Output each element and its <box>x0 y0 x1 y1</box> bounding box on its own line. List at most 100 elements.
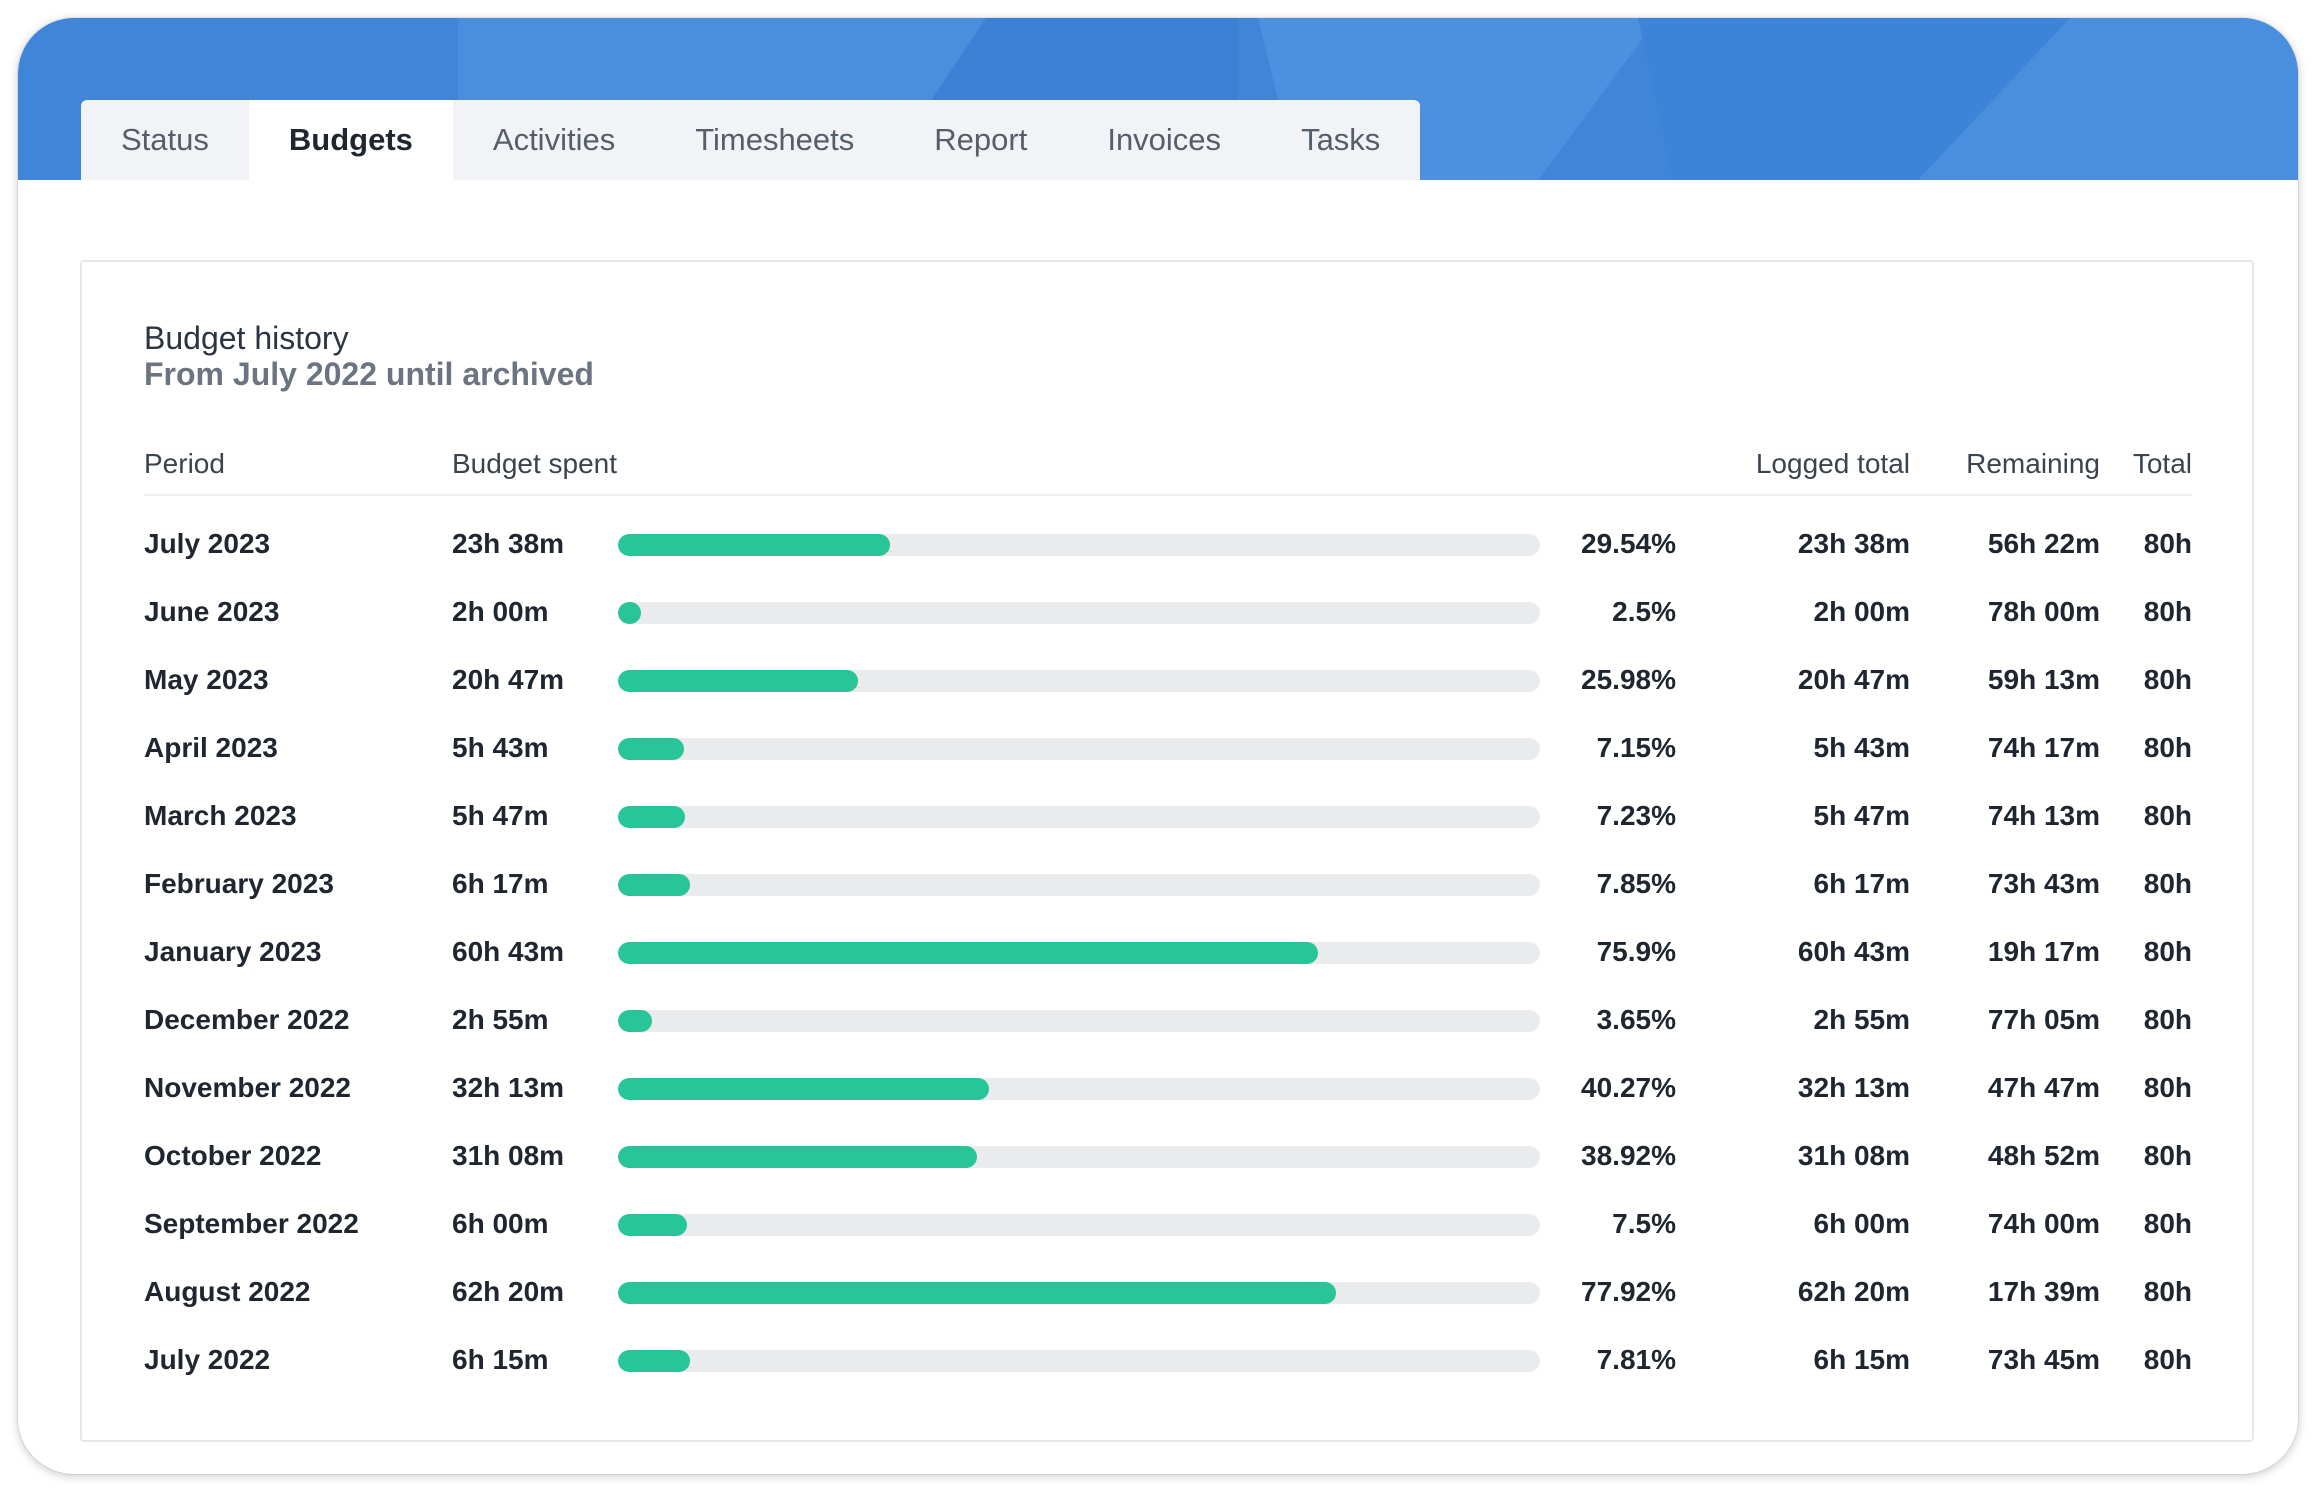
row-budget-spent: 60h 43m <box>452 936 565 967</box>
budget-progress-bar <box>618 1282 1540 1304</box>
row-budget-spent: 2h 55m <box>452 1004 549 1035</box>
table-row: November 2022 32h 13m 40.27% 32h 13m 47h 47m… <box>144 1054 2192 1122</box>
column-header-period: Period <box>144 448 225 479</box>
table-row: January 2023 60h 43m 75.9% 60h 43m 19h 17m 80… <box>144 918 2192 986</box>
tab-report[interactable]: Report <box>934 122 1028 157</box>
row-remaining: 74h 17m <box>1987 732 2100 763</box>
row-period: June 2023 <box>144 596 280 627</box>
tab-bar: Status Budgets Activities Timesheets Rep… <box>81 100 1421 180</box>
tab-activities[interactable]: Activities <box>492 122 616 157</box>
row-percent: 75.9% <box>1596 936 1676 967</box>
row-logged-total: 23h 38m <box>1797 528 1910 559</box>
table-row: September 2022 6h 00m 7.5% 6h 00m 74h 00m 80h <box>144 1190 2192 1258</box>
row-total: 80h <box>2143 596 2192 627</box>
row-total: 80h <box>2143 732 2192 763</box>
row-total: 80h <box>2143 1208 2192 1239</box>
budget-progress-fill <box>618 1350 690 1372</box>
row-remaining: 48h 52m <box>1987 1140 2100 1171</box>
budget-progress-fill <box>618 1146 977 1168</box>
row-percent: 7.5% <box>1612 1208 1676 1239</box>
budget-progress-bar <box>618 1146 1540 1168</box>
budget-progress-fill <box>618 1282 1337 1304</box>
row-period: November 2022 <box>144 1072 352 1103</box>
row-percent: 3.65% <box>1596 1004 1676 1035</box>
row-period: March 2023 <box>144 800 297 831</box>
budget-progress-bar <box>618 602 1540 624</box>
row-logged-total: 31h 08m <box>1797 1140 1910 1171</box>
tab-budgets[interactable]: Budgets <box>248 100 453 180</box>
row-budget-spent: 6h 15m <box>452 1344 549 1375</box>
tab-invoices[interactable]: Invoices <box>1107 122 1222 157</box>
row-total: 80h <box>2143 1140 2192 1171</box>
row-logged-total: 32h 13m <box>1797 1072 1910 1103</box>
row-total: 80h <box>2143 1072 2192 1103</box>
row-budget-spent: 5h 43m <box>452 732 549 763</box>
row-logged-total: 2h 55m <box>1813 1004 1911 1035</box>
row-budget-spent: 2h 00m <box>452 596 549 627</box>
row-total: 80h <box>2143 1344 2192 1375</box>
row-period: July 2023 <box>144 528 271 559</box>
row-remaining: 74h 13m <box>1987 800 2100 831</box>
row-budget-spent: 62h 20m <box>452 1276 565 1307</box>
tab-status[interactable]: Status <box>121 122 209 157</box>
budget-progress-fill <box>618 738 684 760</box>
row-budget-spent: 6h 17m <box>452 868 549 899</box>
row-remaining: 74h 00m <box>1987 1208 2100 1239</box>
row-budget-spent: 20h 47m <box>452 664 565 695</box>
row-period: December 2022 <box>144 1004 350 1035</box>
row-total: 80h <box>2143 936 2192 967</box>
table-header: Period Budget spent Logged total Remaini… <box>144 440 2192 496</box>
row-period: February 2023 <box>144 868 334 899</box>
table-row: February 2023 6h 17m 7.85% 6h 17m 73h 43m 80h <box>144 850 2192 918</box>
column-header-logged-total: Logged total <box>1755 448 1910 479</box>
budget-progress-fill <box>618 602 642 624</box>
row-remaining: 19h 17m <box>1987 936 2100 967</box>
row-percent: 29.54% <box>1581 528 1676 559</box>
row-period: May 2023 <box>144 664 269 695</box>
row-total: 80h <box>2143 868 2192 899</box>
table-row: June 2023 2h 00m 2.5% 2h 00m 78h 00m 80h <box>144 578 2192 646</box>
budget-progress-bar <box>618 1350 1540 1372</box>
budget-progress-bar <box>618 1214 1540 1236</box>
row-total: 80h <box>2143 528 2192 559</box>
card-subtitle: From July 2022 until archived <box>144 356 594 392</box>
tab-tasks[interactable]: Tasks <box>1301 122 1381 157</box>
row-logged-total: 5h 43m <box>1813 732 1911 763</box>
row-period: April 2023 <box>144 732 278 763</box>
row-percent: 2.5% <box>1612 596 1676 627</box>
table-row: April 2023 5h 43m 7.15% 5h 43m 74h 17m 80h <box>144 714 2192 782</box>
row-period: October 2022 <box>144 1140 322 1171</box>
row-percent: 7.23% <box>1596 800 1676 831</box>
row-budget-spent: 6h 00m <box>452 1208 549 1239</box>
row-percent: 7.15% <box>1596 732 1676 763</box>
budget-progress-bar <box>618 1078 1540 1100</box>
row-budget-spent: 31h 08m <box>452 1140 565 1171</box>
budget-progress-bar <box>618 670 1540 692</box>
table-body: July 2023 23h 38m 29.54% 23h 38m 56h 22m 80h J… <box>144 510 2192 1394</box>
row-remaining: 17h 39m <box>1987 1276 2100 1307</box>
tab-timesheets[interactable]: Timesheets <box>695 122 855 157</box>
row-period: January 2023 <box>144 936 322 967</box>
budget-progress-fill <box>618 670 858 692</box>
budget-progress-fill <box>618 1214 688 1236</box>
column-header-remaining: Remaining <box>1966 448 2100 479</box>
row-logged-total: 2h 00m <box>1813 596 1911 627</box>
budget-progress-bar <box>618 942 1540 964</box>
header-banner <box>18 18 2298 180</box>
budget-progress-bar <box>618 874 1540 896</box>
row-percent: 7.85% <box>1596 868 1676 899</box>
row-remaining: 56h 22m <box>1987 528 2100 559</box>
row-remaining: 78h 00m <box>1987 596 2100 627</box>
row-logged-total: 6h 17m <box>1813 868 1911 899</box>
row-percent: 38.92% <box>1581 1140 1676 1171</box>
row-budget-spent: 5h 47m <box>452 800 549 831</box>
row-total: 80h <box>2143 664 2192 695</box>
budget-progress-bar <box>618 534 1540 556</box>
column-header-total: Total <box>2132 448 2192 479</box>
row-logged-total: 6h 00m <box>1813 1208 1911 1239</box>
row-remaining: 73h 45m <box>1987 1344 2100 1375</box>
row-logged-total: 60h 43m <box>1797 936 1910 967</box>
app-window: Status Budgets Activities Timesheets Rep… <box>18 18 2298 1474</box>
row-remaining: 59h 13m <box>1987 664 2100 695</box>
budget-progress-fill <box>618 534 891 556</box>
